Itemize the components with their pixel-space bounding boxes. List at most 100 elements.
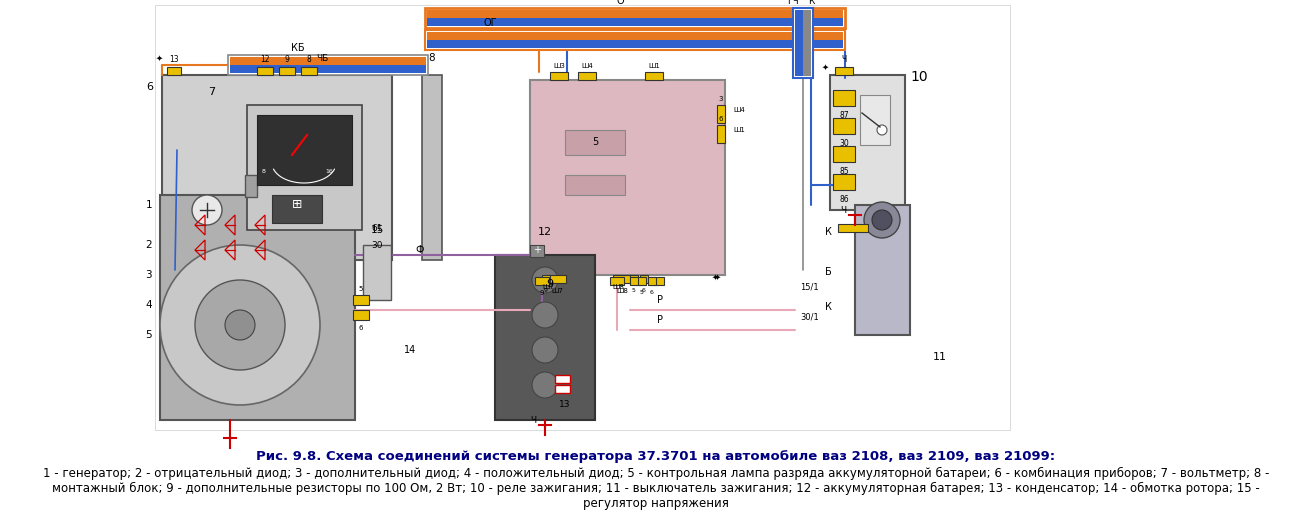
Text: 6: 6: [650, 290, 654, 295]
Bar: [230, 57, 425, 65]
Text: +: +: [533, 245, 541, 255]
Text: 9: 9: [285, 55, 289, 64]
Bar: [794, 10, 804, 76]
Text: 16: 16: [326, 169, 332, 174]
Text: 5: 5: [592, 137, 599, 147]
Bar: [257, 115, 352, 185]
Bar: [362, 245, 391, 300]
Text: 11: 11: [934, 352, 947, 362]
Bar: [835, 67, 853, 75]
Text: 10: 10: [910, 70, 927, 84]
Text: ✦: ✦: [822, 63, 829, 72]
Bar: [427, 32, 843, 40]
Bar: [638, 277, 646, 285]
Circle shape: [532, 302, 558, 328]
Bar: [578, 72, 596, 80]
Bar: [639, 275, 649, 283]
Bar: [832, 90, 855, 106]
Text: К: К: [825, 302, 832, 312]
Text: 86: 86: [839, 195, 848, 204]
Bar: [804, 10, 811, 76]
Text: 3: 3: [146, 270, 152, 280]
Bar: [855, 205, 910, 335]
Text: 87: 87: [839, 111, 848, 120]
Circle shape: [196, 280, 285, 370]
Text: Ш4: Ш4: [733, 107, 744, 113]
Bar: [630, 275, 638, 283]
Text: 7: 7: [209, 87, 215, 97]
Text: Ш8: Ш8: [616, 288, 628, 294]
Text: К: К: [807, 0, 814, 6]
Text: 12: 12: [538, 227, 551, 237]
Text: 8: 8: [428, 53, 436, 63]
Text: 5: 5: [146, 330, 152, 340]
Bar: [301, 67, 316, 75]
Text: 6: 6: [358, 325, 364, 331]
Bar: [278, 67, 295, 75]
Bar: [649, 277, 656, 285]
Text: 15: 15: [370, 225, 383, 235]
Bar: [530, 245, 544, 257]
Text: 9: 9: [546, 279, 554, 289]
Bar: [550, 72, 569, 80]
Text: ⊞: ⊞: [291, 199, 302, 211]
Text: 6: 6: [718, 116, 723, 122]
Text: 30: 30: [372, 241, 383, 250]
Text: 8: 8: [263, 169, 265, 174]
Bar: [832, 146, 855, 162]
Circle shape: [160, 245, 320, 405]
Text: ОГ: ОГ: [483, 18, 496, 28]
Bar: [717, 105, 725, 123]
Circle shape: [872, 210, 892, 230]
Bar: [425, 30, 846, 50]
Text: 3: 3: [718, 96, 723, 102]
Bar: [421, 75, 442, 260]
Bar: [353, 310, 369, 320]
Bar: [161, 75, 393, 260]
Bar: [611, 277, 624, 285]
Circle shape: [532, 372, 558, 398]
Text: 5: 5: [639, 290, 643, 295]
Bar: [838, 224, 868, 232]
Text: ✦: ✦: [713, 273, 721, 282]
Text: Р: Р: [656, 315, 663, 325]
Text: 8: 8: [307, 55, 311, 64]
Bar: [272, 195, 322, 223]
Text: Р: Р: [656, 295, 663, 305]
Text: Ш4: Ш4: [582, 63, 593, 69]
Text: ГЧ: ГЧ: [788, 0, 798, 6]
Text: 6: 6: [642, 288, 646, 293]
Bar: [427, 10, 843, 18]
Bar: [257, 67, 273, 75]
Bar: [427, 18, 843, 26]
Bar: [613, 275, 632, 283]
Bar: [542, 275, 550, 283]
Bar: [230, 65, 425, 73]
Bar: [555, 385, 570, 393]
Text: 9: 9: [540, 290, 545, 296]
Circle shape: [877, 125, 888, 135]
Bar: [565, 175, 625, 195]
Text: 13: 13: [559, 400, 571, 409]
Bar: [160, 195, 355, 420]
Text: 1 - генератор; 2 - отрицательный диод; 3 - дополнительный диод; 4 - положительны: 1 - генератор; 2 - отрицательный диод; 3…: [43, 467, 1270, 480]
Bar: [860, 95, 890, 145]
Circle shape: [225, 310, 255, 340]
Text: монтажный блок; 9 - дополнительные резисторы по 100 Ом, 2 Вт; 10 - реле зажигани: монтажный блок; 9 - дополнительные резис…: [53, 482, 1260, 495]
Bar: [530, 80, 725, 275]
Text: 14: 14: [404, 345, 416, 355]
Circle shape: [192, 195, 222, 225]
Text: 61: 61: [372, 224, 383, 233]
Text: регулятор напряжения: регулятор напряжения: [583, 497, 729, 510]
Text: 9: 9: [544, 288, 548, 293]
Text: Ч: Ч: [840, 206, 846, 215]
Bar: [495, 255, 595, 420]
Text: Ш7: Ш7: [542, 284, 554, 290]
Text: 12: 12: [260, 55, 269, 64]
Bar: [555, 375, 570, 383]
Text: 5: 5: [632, 288, 635, 293]
Text: ЧБ: ЧБ: [316, 54, 328, 63]
Text: 13: 13: [169, 55, 179, 64]
Text: Ч: Ч: [530, 416, 536, 425]
Text: Ш1: Ш1: [649, 63, 660, 69]
